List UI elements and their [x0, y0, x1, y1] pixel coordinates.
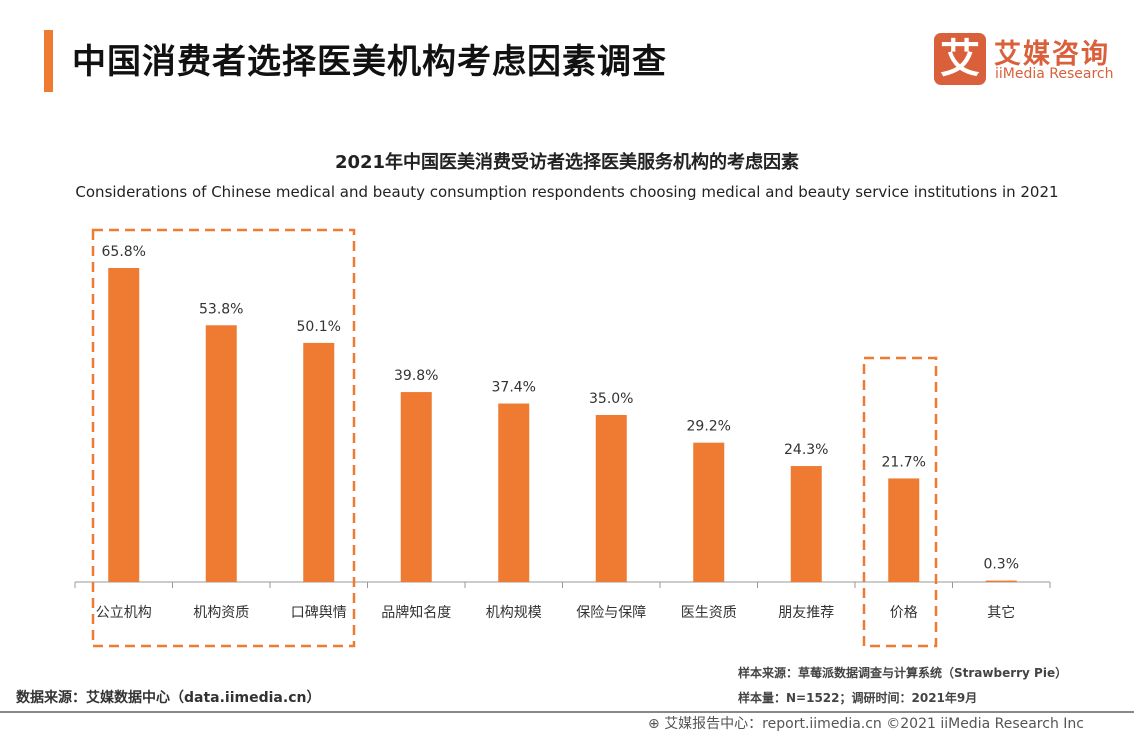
category-label: 品牌知名度 [381, 604, 451, 621]
data-label: 37.4% [492, 380, 536, 396]
highlight-box-top3 [91, 228, 356, 648]
chart-title: 2021年中国医美消费受访者选择医美服务机构的考虑因素 [334, 152, 800, 173]
bar [985, 580, 1017, 582]
data-label: 65.8% [102, 244, 146, 260]
highlight-box-price [862, 356, 938, 648]
sample-size-note: 样本量：N=1522；调研时间：2021年9月 [738, 691, 978, 705]
category-label: 口碑舆情 [291, 605, 347, 621]
footer-divider [0, 711, 1134, 713]
data-label: 29.2% [687, 419, 731, 435]
chart-subtitle: Considerations of Chinese medical and be… [75, 183, 1059, 201]
bar [400, 392, 432, 582]
category-label: 机构规模 [486, 605, 542, 621]
category-label: 其它 [987, 604, 1015, 621]
category-label: 保险与保障 [576, 605, 646, 621]
bar [693, 442, 725, 582]
category-label: 价格 [890, 605, 918, 621]
bar [595, 414, 627, 582]
logo-english-text: iiMedia Research [995, 66, 1114, 82]
globe-icon: ⊕ [648, 716, 665, 732]
data-label: 35.0% [589, 391, 633, 407]
iimedia-logo-icon: 艾 [934, 33, 986, 85]
bar [790, 466, 822, 582]
data-label: 39.8% [394, 368, 438, 384]
logo-chinese-text: 艾媒咨询 [994, 39, 1110, 70]
bar [303, 342, 335, 582]
category-label: 医生资质 [681, 605, 737, 621]
title-accent-bar [44, 30, 53, 92]
data-label: 21.7% [882, 454, 926, 470]
data-label: 53.8% [199, 301, 243, 317]
footer-report-center: ⊕ 艾媒报告中心：report.iimedia.cn ©2021 iiMedia… [648, 713, 1084, 733]
footer-text: 艾媒报告中心：report.iimedia.cn ©2021 iiMedia R… [664, 716, 1084, 732]
category-label: 公立机构 [96, 605, 152, 621]
category-label: 机构资质 [193, 605, 249, 621]
sample-source-note: 样本来源：草莓派数据调查与计算系统（Strawberry Pie） [738, 666, 1068, 680]
data-label: 50.1% [297, 319, 341, 335]
bar [888, 478, 920, 582]
page-title: 中国消费者选择医美机构考虑因素调查 [72, 42, 667, 82]
bar [205, 325, 237, 582]
bar [108, 268, 140, 582]
bar [498, 403, 530, 582]
category-label: 朋友推荐 [778, 605, 834, 621]
data-label: 24.3% [784, 442, 828, 458]
data-source: 数据来源：艾媒数据中心（data.iimedia.cn） [16, 690, 321, 706]
data-label: 0.3% [983, 557, 1019, 573]
